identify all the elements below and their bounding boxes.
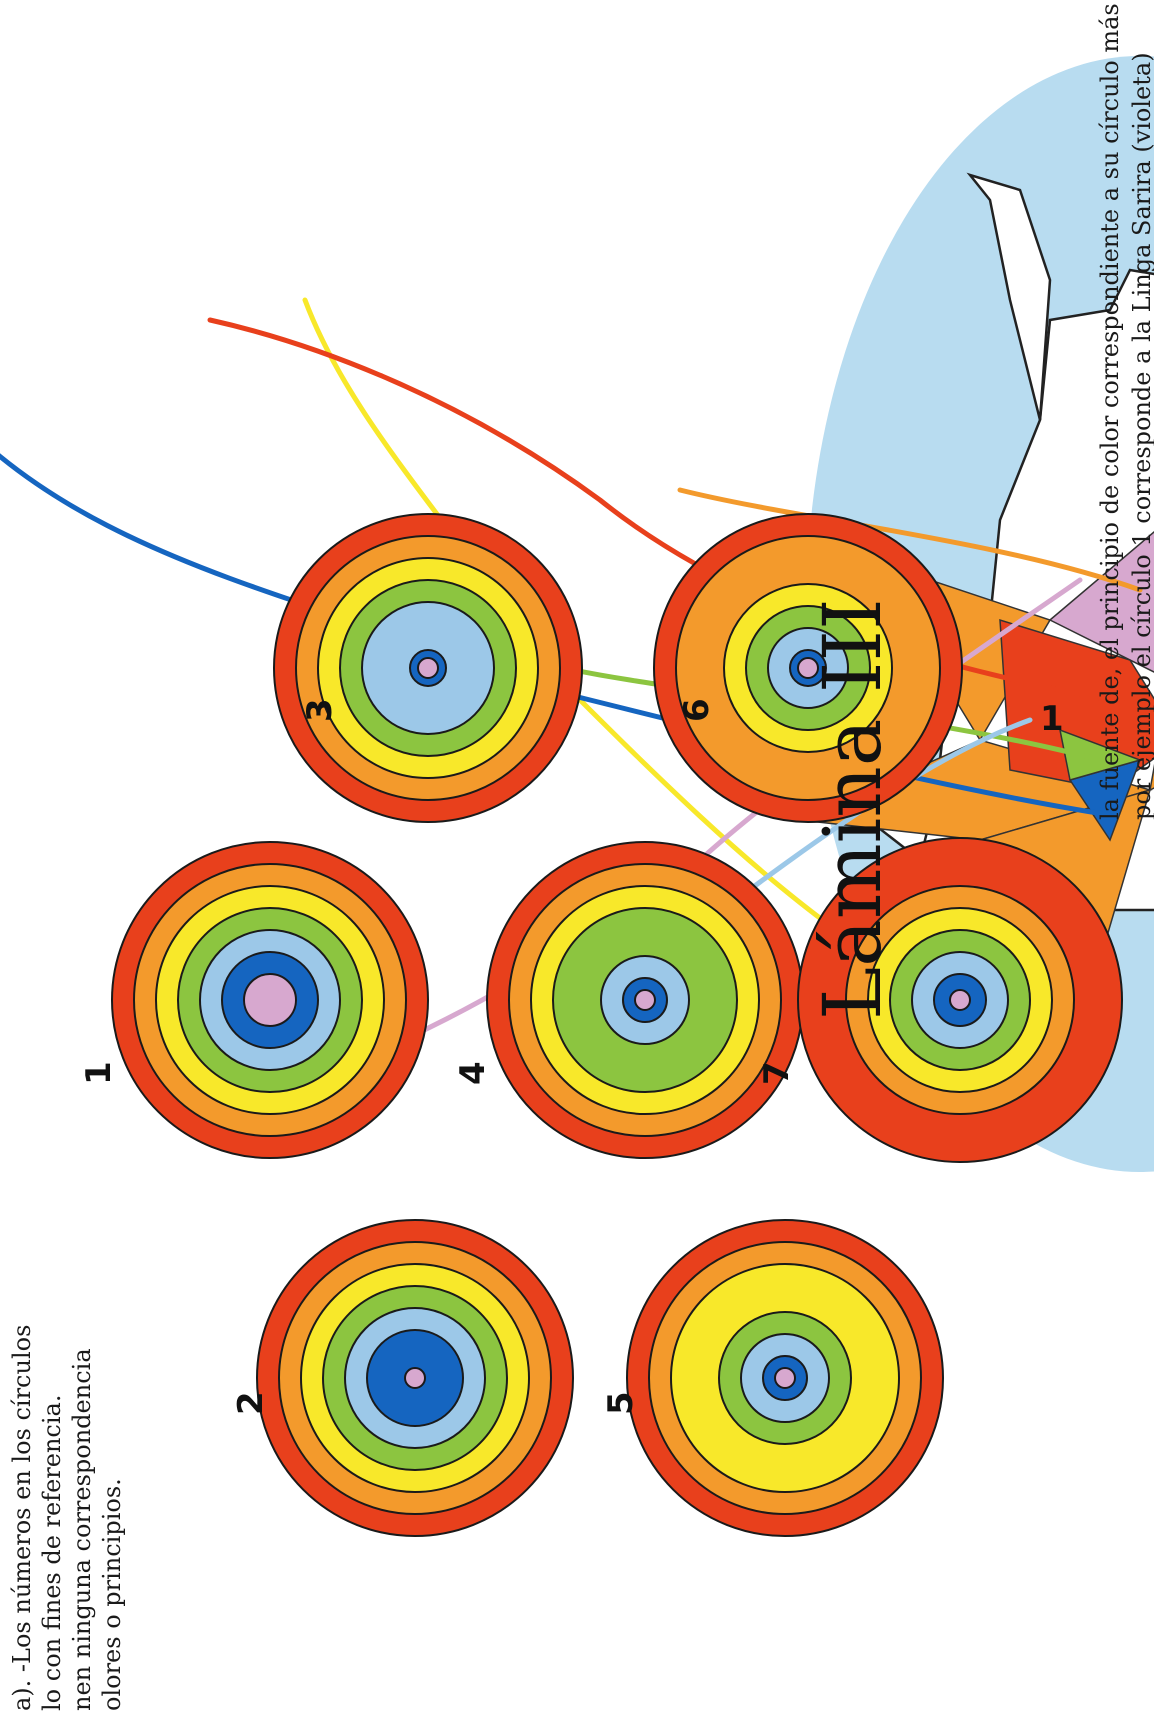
ring-violet [404,1367,426,1389]
color-circle-5 [626,1219,944,1537]
ring-violet [774,1367,796,1389]
caption-left-line-2: lo con fines de referencia. [38,1395,66,1711]
caption-left-line-1: a). -Los números en los círculos [8,1325,36,1711]
ring-violet [243,973,297,1027]
color-circle-1 [111,841,429,1159]
number-3: 3 [300,698,340,722]
number-1: 1 [79,1061,119,1085]
caption-right-line-2: por ejemplo el círculo 1 corresponde a l… [1128,52,1154,820]
number-5: 5 [601,1391,641,1415]
leader-line-orange [677,487,1143,593]
color-circle-2 [256,1219,574,1537]
concentric-circles [111,513,1123,1537]
color-circle-4 [486,841,804,1159]
ring-violet [797,657,819,679]
leader-line-red [207,317,1138,708]
caption-right: la fuente de, el principio de color corr… [1096,0,1154,820]
number-labels: 1 2 3 4 5 6 7 [79,698,797,1415]
number-4: 4 [453,1061,493,1085]
ring-violet [417,657,439,679]
ring-violet [634,989,656,1011]
number-2: 2 [231,1391,271,1415]
number-7: 7 [757,1061,797,1085]
color-circle-6 [653,513,963,823]
caption-left: a). -Los números en los círculos lo con … [8,1325,126,1711]
ring-violet [949,989,971,1011]
caption-left-line-4: olores o principios. [98,1478,126,1711]
plate-title: Lámina III [806,598,899,1020]
color-circle-3 [273,513,583,823]
label-circle-1: 1 [1040,699,1064,739]
number-6: 6 [677,698,717,722]
caption-right-line-1: la fuente de, el principio de color corr… [1096,0,1124,820]
caption-left-line-3: nen ninguna correspondencia [68,1348,96,1711]
color-circle-7 [797,837,1123,1163]
